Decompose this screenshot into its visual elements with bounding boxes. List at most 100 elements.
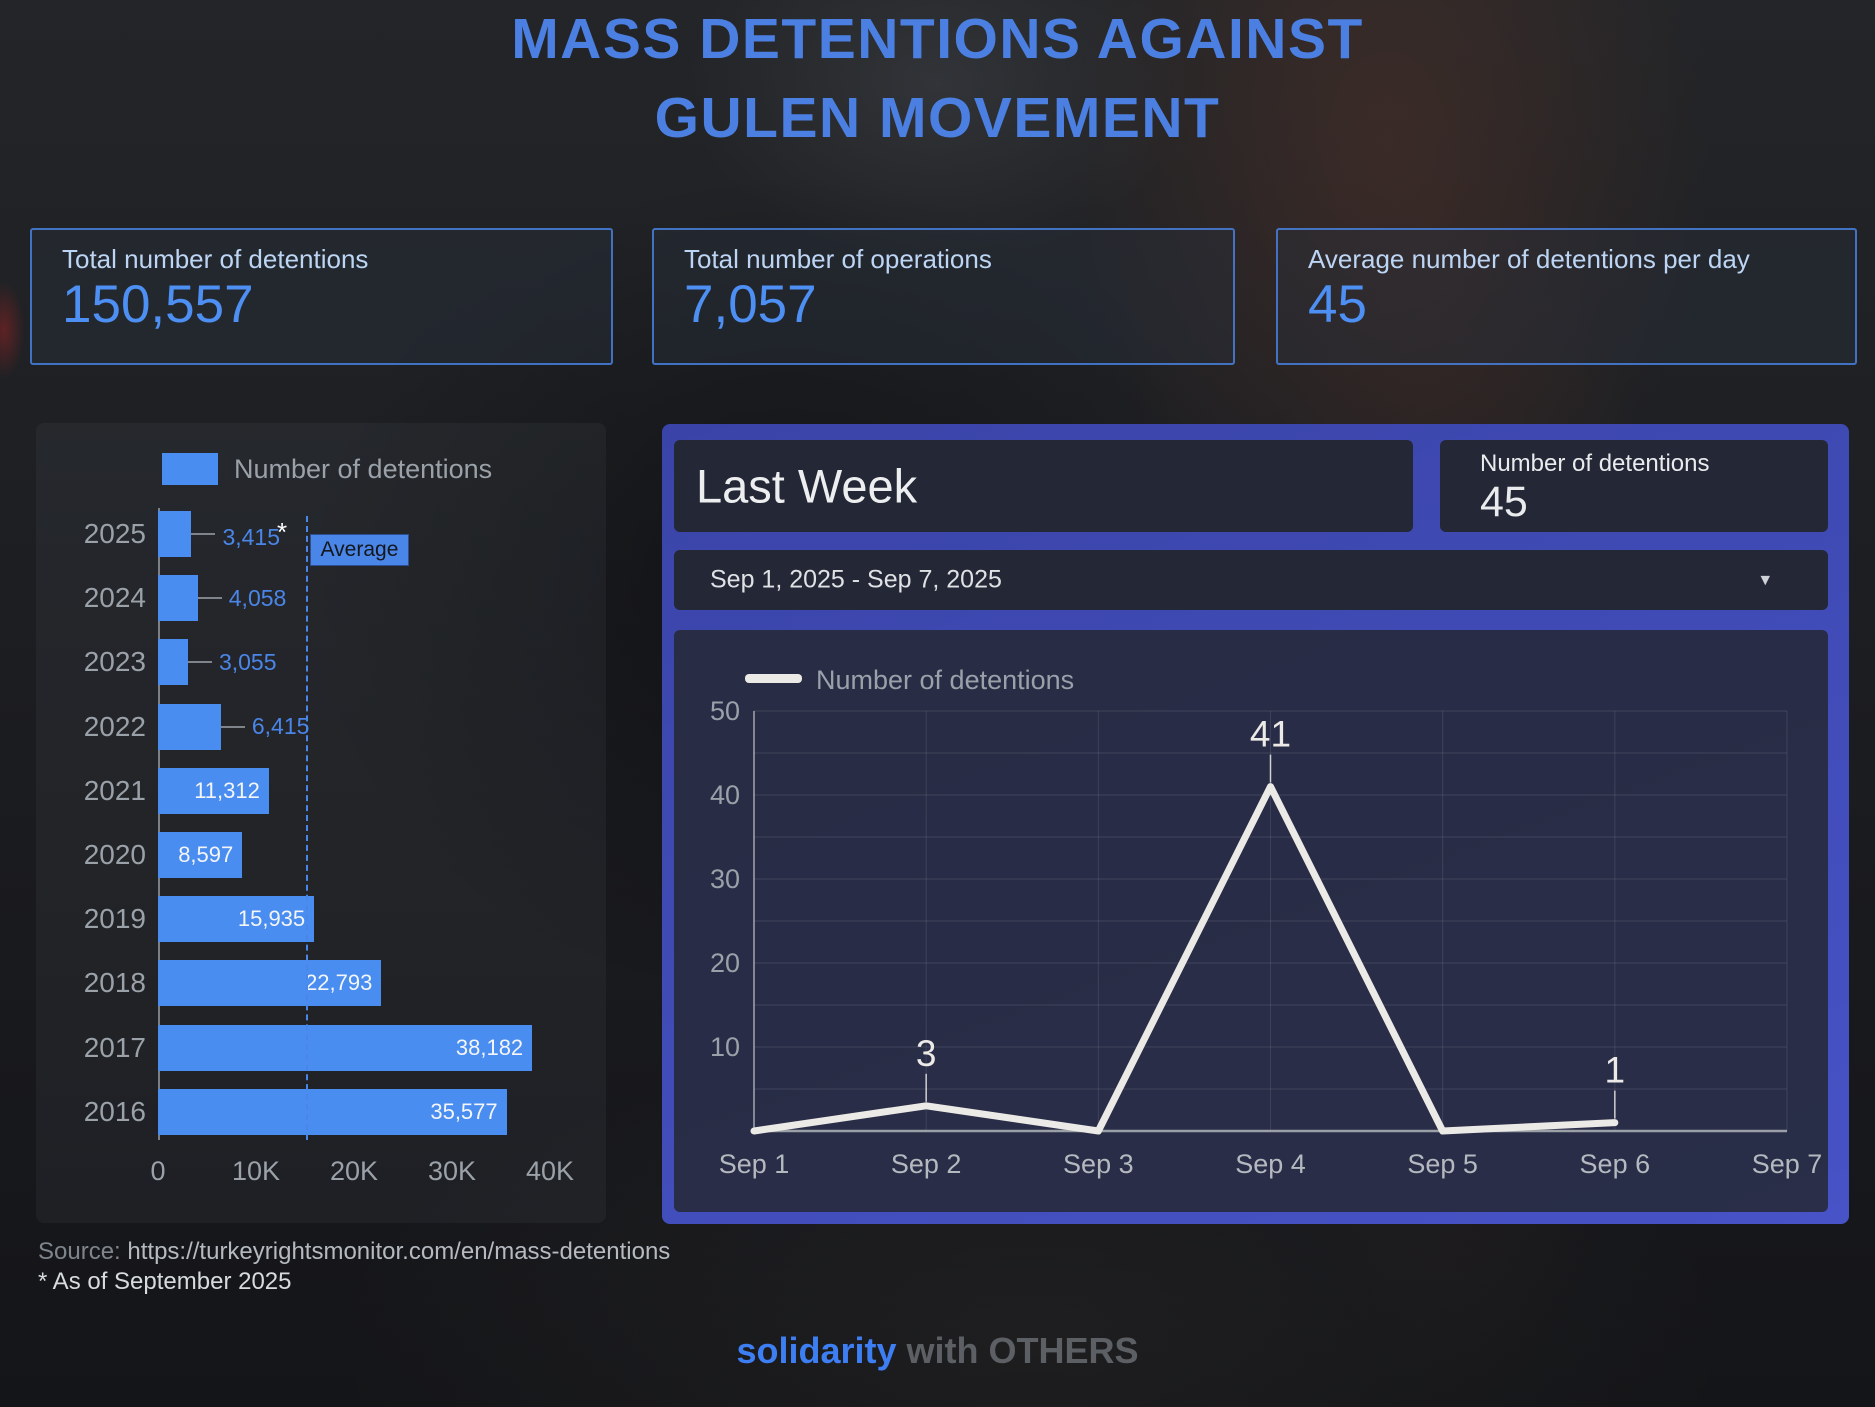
stat-total-operations: Total number of operations 7,057 [652,228,1235,365]
bar-2016: 35,577 [158,1088,507,1135]
year-label: 2022 [83,710,146,742]
last-week-title-box: Last Week [674,440,1413,532]
year-label: 2020 [83,839,146,870]
bar-value-label: 3,415* [222,517,288,550]
year-label: 2024 [83,582,146,614]
bar-value-label: 35,577 [430,1098,498,1124]
bar-2019: 15,935 [158,896,315,943]
year-label: 2018 [83,967,146,999]
bar-value-label: 4,058 [228,584,287,611]
bar-2022 [158,703,221,750]
bar-value-label: 3,055 [218,648,277,675]
x-tick-0: 0 [150,1156,166,1186]
bar-row-2025: 2025 3,415* [36,511,606,557]
label-connector [220,725,245,728]
stat-label: Total number of detentions [62,244,369,274]
line-chart-svg: 10 20 30 40 50 Sep 1 Sep 2 Sep 3 Sep 4 Sep 5 Sep 6… [710,665,1823,1179]
x-tick-20K: 20K [329,1156,379,1186]
x-tick-10K: 10K [231,1156,281,1186]
footer-rest: with OTHERS [906,1330,1139,1371]
y-tick-40: 40 [710,780,740,810]
line-legend-swatch [745,674,802,683]
x-label-Sep 6: Sep 6 [1580,1149,1651,1179]
bar-2023 [158,639,188,686]
year-label: 2017 [83,1031,146,1063]
stat-label: Average number of detentions per day [1308,244,1750,274]
year-label: 2019 [83,903,146,935]
bar-2025 [158,511,192,557]
line-legend-label: Number of detentions [816,665,1074,695]
bar-row-2019: 2019 15,935 [36,896,606,943]
daily-detentions-line-chart: 10 20 30 40 50 Sep 1 Sep 2 Sep 3 Sep 4 Sep 5 Sep 6… [674,630,1828,1212]
point-label-1: 1 [1605,1050,1626,1091]
x-tick-40K: 40K [525,1156,575,1186]
footer-brand: solidarity with OTHERS [0,1330,1875,1372]
page-title: MASS DETENTIONS AGAINST GULEN MOVEMENT [0,0,1875,157]
source-line: Source: https://turkeyrightsmonitor.com/… [38,1238,670,1266]
source-url[interactable]: https://turkeyrightsmonitor.com/en/mass-… [127,1238,671,1265]
bar-row-2021: 2021 11,312 [36,767,606,814]
x-label-Sep 5: Sep 5 [1407,1149,1478,1179]
source-prefix: Source: [38,1238,121,1265]
footer-highlight: solidarity [736,1330,897,1371]
chevron-down-icon: ▾ [1760,569,1770,591]
last-week-stat-box: Number of detentions 45 [1440,440,1828,532]
stat-value: 45 [1308,275,1367,334]
bar-2024 [158,575,198,622]
y-tick-20: 20 [710,948,740,978]
bar-value-label: 11,312 [194,777,260,803]
year-label: 2016 [83,1095,146,1127]
y-tick-30: 30 [710,864,740,894]
date-range-dropdown[interactable]: Sep 1, 2025 - Sep 7, 2025 ▾ [674,550,1828,610]
page-title-line1: MASS DETENTIONS AGAINST [511,7,1364,71]
legend-swatch [162,453,218,485]
bar-row-2022: 2022 6,415 [36,703,606,750]
y-tick-10: 10 [710,1032,740,1062]
stat-average-per-day: Average number of detentions per day 45 [1276,228,1857,365]
footnote-asterisk: * [277,517,288,547]
bar-2018: 22,793 [158,960,382,1007]
x-tick-30K: 30K [427,1156,477,1186]
footnote: * As of September 2025 [38,1268,292,1295]
yearly-detentions-bar-chart: Number of detentions 2025 3,415* 2024 4,058… [36,423,606,1223]
bar-row-2024: 2024 4,058 [36,575,606,622]
stat-value: 7,057 [684,275,817,334]
y-tick-50: 50 [710,696,740,726]
last-week-stat-value: 45 [1480,478,1528,526]
bar-chart-legend: Number of detentions [162,453,492,485]
point-label-3: 3 [916,1033,937,1074]
bar-2021: 11,312 [158,767,269,814]
year-label: 2023 [83,646,146,678]
label-connector [197,597,222,600]
year-label: 2025 [83,518,146,549]
bar-row-2020: 2020 8,597 [36,832,606,878]
average-label: Average [309,534,410,566]
x-label-Sep 2: Sep 2 [891,1149,962,1179]
bar-chart-x-ticks: 0 10K 20K 30K 40K [36,1156,606,1190]
x-label-Sep 7: Sep 7 [1752,1149,1823,1179]
bar-row-2023: 2023 3,055 [36,639,606,686]
label-connector [191,533,216,535]
bar-value-label: 6,415 [251,713,310,740]
average-line [305,516,308,1140]
x-label-Sep 3: Sep 3 [1063,1149,1134,1179]
bar-row-2017: 2017 38,182 [36,1024,606,1071]
bar-value-label: 8,597 [178,842,234,867]
x-label-Sep 1: Sep 1 [719,1149,790,1179]
legend-label: Number of detentions [234,453,493,484]
last-week-panel: Last Week Number of detentions 45 Sep 1,… [662,424,1849,1224]
bar-row-2018: 2018 22,793 [36,960,606,1007]
bar-value-label: 22,793 [305,970,373,996]
page-title-line2: GULEN MOVEMENT [654,85,1221,150]
bar-value-label: 15,935 [237,906,306,932]
bar-chart-y-axis [158,508,160,1140]
bar-2017: 38,182 [158,1024,533,1071]
bar-row-2016: 2016 35,577 [36,1088,606,1135]
last-week-stat-label: Number of detentions [1480,450,1710,477]
last-week-title: Last Week [696,459,918,513]
bar-2020: 8,597 [158,832,243,878]
stat-value: 150,557 [62,275,254,334]
label-connector [187,661,212,664]
year-label: 2021 [83,774,146,806]
